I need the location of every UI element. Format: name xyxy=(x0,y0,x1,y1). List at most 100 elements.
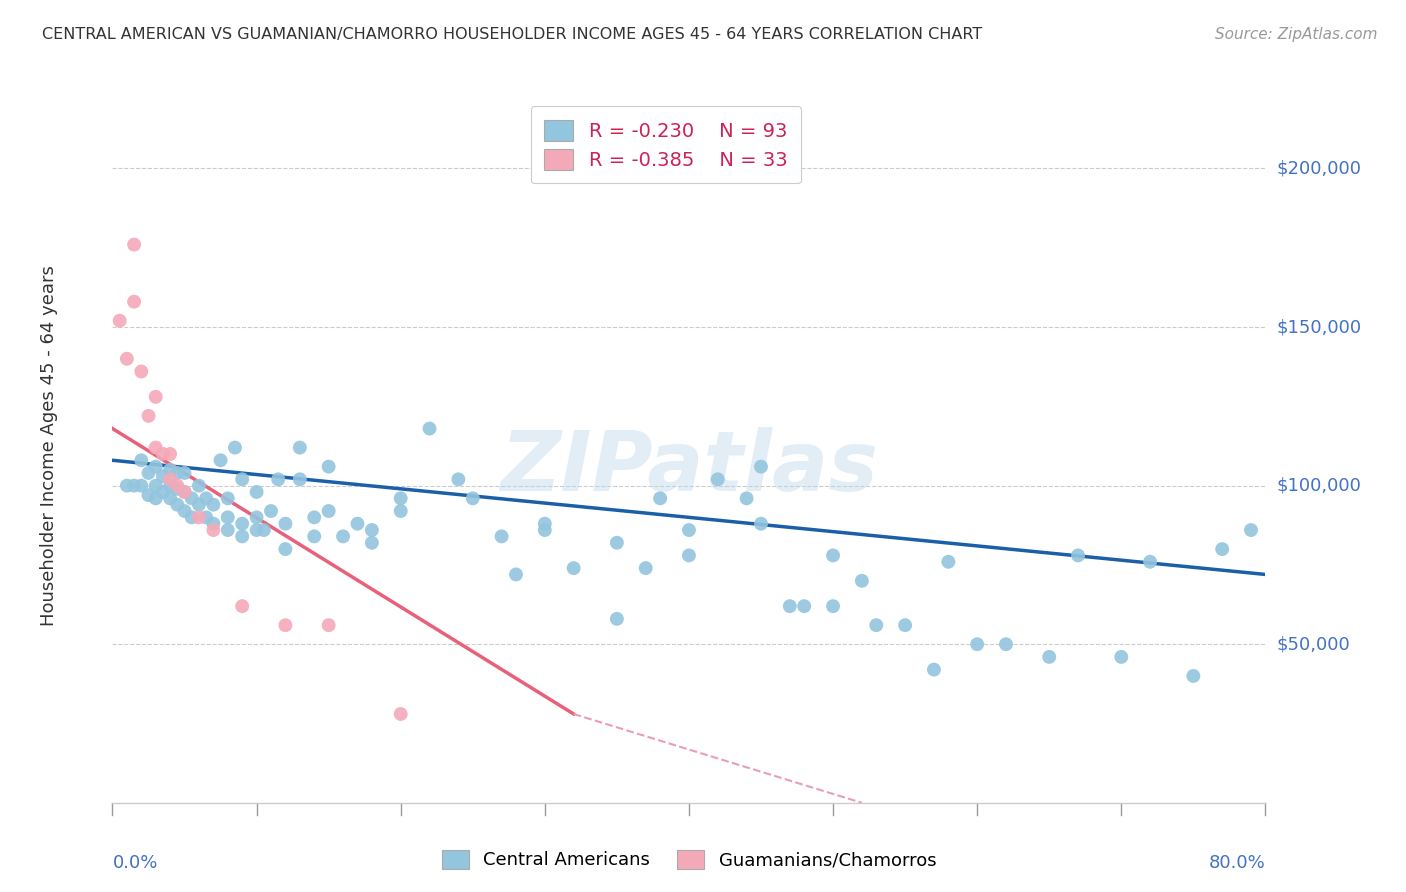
Point xyxy=(779,599,801,614)
Point xyxy=(231,516,253,531)
Point xyxy=(145,441,167,455)
Point xyxy=(360,523,382,537)
Point xyxy=(145,459,167,474)
Point xyxy=(851,574,873,588)
Point xyxy=(188,478,211,492)
Point xyxy=(1240,523,1263,537)
Point xyxy=(159,478,181,492)
Point xyxy=(389,491,412,506)
Point xyxy=(217,523,239,537)
Point xyxy=(1211,542,1233,557)
Point xyxy=(138,409,160,423)
Point xyxy=(209,453,232,467)
Point xyxy=(922,663,945,677)
Text: 80.0%: 80.0% xyxy=(1209,854,1265,871)
Point xyxy=(1038,649,1060,664)
Point xyxy=(159,472,181,486)
Point xyxy=(274,516,297,531)
Point xyxy=(332,529,354,543)
Text: CENTRAL AMERICAN VS GUAMANIAN/CHAMORRO HOUSEHOLDER INCOME AGES 45 - 64 YEARS COR: CENTRAL AMERICAN VS GUAMANIAN/CHAMORRO H… xyxy=(42,27,983,42)
Point xyxy=(122,294,145,309)
Legend: Central Americans, Guamanians/Chamorros: Central Americans, Guamanians/Chamorros xyxy=(433,840,945,879)
Point xyxy=(894,618,917,632)
Point xyxy=(129,478,153,492)
Point xyxy=(173,485,195,500)
Point xyxy=(318,504,340,518)
Point xyxy=(245,523,267,537)
Point xyxy=(202,516,225,531)
Point xyxy=(274,542,297,557)
Point xyxy=(138,488,160,502)
Point xyxy=(389,504,412,518)
Point xyxy=(166,498,188,512)
Point xyxy=(180,510,202,524)
Text: $150,000: $150,000 xyxy=(1277,318,1362,336)
Point xyxy=(288,472,311,486)
Point xyxy=(606,535,628,549)
Point xyxy=(461,491,484,506)
Text: $100,000: $100,000 xyxy=(1277,476,1362,495)
Point xyxy=(166,466,188,480)
Point xyxy=(138,466,160,480)
Point xyxy=(245,485,267,500)
Point xyxy=(678,549,700,563)
Point xyxy=(122,237,145,252)
Point xyxy=(231,599,253,614)
Point xyxy=(749,516,772,531)
Point xyxy=(533,523,555,537)
Point xyxy=(533,516,555,531)
Point xyxy=(304,510,326,524)
Point xyxy=(288,441,311,455)
Point xyxy=(145,491,167,506)
Point xyxy=(108,314,131,328)
Point xyxy=(995,637,1018,651)
Text: Source: ZipAtlas.com: Source: ZipAtlas.com xyxy=(1215,27,1378,42)
Point xyxy=(447,472,470,486)
Point xyxy=(304,529,326,543)
Point xyxy=(173,504,195,518)
Point xyxy=(793,599,815,614)
Point xyxy=(231,529,253,543)
Point xyxy=(188,498,211,512)
Point xyxy=(217,491,239,506)
Point xyxy=(202,498,225,512)
Point xyxy=(735,491,758,506)
Point xyxy=(253,523,276,537)
Point xyxy=(145,478,167,492)
Text: Householder Income Ages 45 - 64 years: Householder Income Ages 45 - 64 years xyxy=(39,266,58,626)
Point xyxy=(231,472,253,486)
Point xyxy=(166,482,188,496)
Point xyxy=(195,491,218,506)
Text: ZIPatlas: ZIPatlas xyxy=(501,427,877,508)
Legend: R = -0.230    N = 93, R = -0.385    N = 33: R = -0.230 N = 93, R = -0.385 N = 33 xyxy=(530,106,801,184)
Text: 0.0%: 0.0% xyxy=(112,854,157,871)
Text: $200,000: $200,000 xyxy=(1277,160,1362,178)
Point xyxy=(188,510,211,524)
Point xyxy=(749,459,772,474)
Text: $50,000: $50,000 xyxy=(1277,635,1351,653)
Point xyxy=(706,472,728,486)
Point xyxy=(346,516,368,531)
Point xyxy=(678,523,700,537)
Point xyxy=(389,706,412,721)
Point xyxy=(202,523,225,537)
Point xyxy=(152,447,174,461)
Point xyxy=(159,491,181,506)
Point xyxy=(491,529,513,543)
Point xyxy=(865,618,887,632)
Point xyxy=(562,561,585,575)
Point xyxy=(318,459,340,474)
Point xyxy=(173,485,195,500)
Point xyxy=(129,364,153,378)
Point xyxy=(195,510,218,524)
Point xyxy=(648,491,672,506)
Point xyxy=(267,472,290,486)
Point xyxy=(115,478,138,492)
Point xyxy=(166,478,188,492)
Point xyxy=(936,555,959,569)
Point xyxy=(180,491,202,506)
Point xyxy=(115,351,138,366)
Point xyxy=(1182,669,1205,683)
Point xyxy=(1139,555,1161,569)
Point xyxy=(152,469,174,483)
